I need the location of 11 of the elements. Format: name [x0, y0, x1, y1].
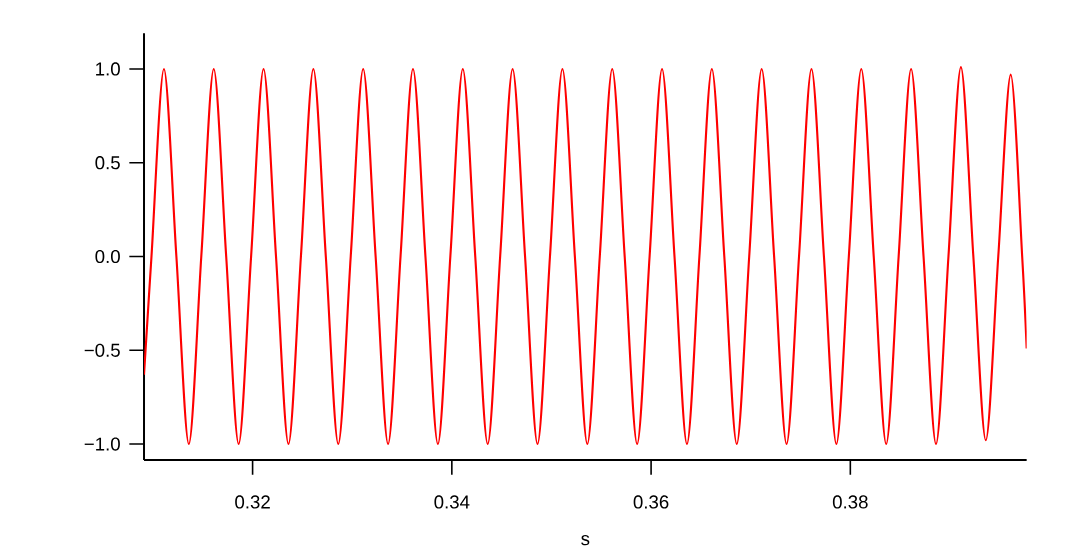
y-tick-label: 0.0: [95, 249, 120, 264]
line-series: [144, 66, 1027, 446]
y-tick-label: −0.5: [84, 343, 120, 357]
y-tick-label: 1.0: [96, 62, 120, 76]
y-tick-label: 0.5: [95, 156, 120, 170]
x-tick-label: 0.36: [633, 495, 669, 509]
y-tick-label: −1.0: [84, 437, 120, 451]
x-axis-title: s: [581, 535, 590, 546]
x-tick-label: 0.32: [235, 495, 270, 509]
x-tick-label: 0.34: [434, 495, 470, 509]
x-tick-label: 0.38: [832, 495, 868, 509]
